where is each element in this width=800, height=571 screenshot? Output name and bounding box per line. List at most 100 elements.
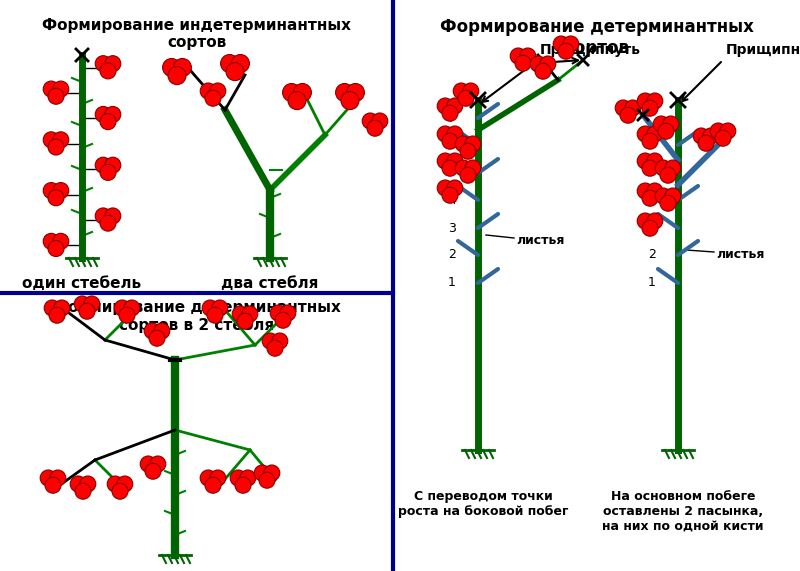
Circle shape <box>53 81 69 97</box>
Circle shape <box>638 93 654 109</box>
Circle shape <box>114 300 130 316</box>
Circle shape <box>226 63 244 81</box>
Circle shape <box>105 157 121 173</box>
Circle shape <box>341 91 359 110</box>
Circle shape <box>105 56 121 72</box>
Circle shape <box>48 240 64 256</box>
Circle shape <box>446 126 462 142</box>
Circle shape <box>460 143 476 159</box>
Circle shape <box>95 157 111 173</box>
Circle shape <box>702 128 718 144</box>
Circle shape <box>267 340 283 356</box>
Circle shape <box>275 312 291 328</box>
Circle shape <box>105 106 121 122</box>
Circle shape <box>100 114 116 130</box>
Circle shape <box>638 183 654 199</box>
Circle shape <box>540 56 556 72</box>
Circle shape <box>437 126 454 142</box>
Text: два стебля: два стебля <box>222 276 318 291</box>
Text: один стебель: один стебель <box>22 276 142 291</box>
Circle shape <box>107 476 123 492</box>
Circle shape <box>515 55 531 71</box>
Circle shape <box>119 307 135 323</box>
Circle shape <box>294 83 311 102</box>
Circle shape <box>465 160 481 176</box>
Circle shape <box>154 323 170 339</box>
Circle shape <box>625 100 641 116</box>
Circle shape <box>280 305 296 321</box>
Text: С переводом точки
роста на боковой побег: С переводом точки роста на боковой побег <box>398 490 568 518</box>
Circle shape <box>221 54 238 73</box>
Circle shape <box>646 183 662 199</box>
Text: 2: 2 <box>648 248 656 262</box>
Circle shape <box>54 300 70 316</box>
Circle shape <box>642 133 658 149</box>
Circle shape <box>465 136 481 152</box>
Text: Прищипнуть: Прищипнуть <box>726 43 800 57</box>
Circle shape <box>48 89 64 104</box>
Circle shape <box>282 83 301 102</box>
Circle shape <box>535 63 551 79</box>
Circle shape <box>638 153 654 169</box>
Text: Формирование детерминантных
сортов в 2 стебля: Формирование детерминантных сортов в 2 с… <box>53 300 341 333</box>
Circle shape <box>442 160 458 176</box>
Circle shape <box>642 160 658 176</box>
Text: 5: 5 <box>448 167 456 179</box>
Circle shape <box>53 183 69 199</box>
Circle shape <box>658 123 674 139</box>
Text: 4: 4 <box>648 194 656 207</box>
Circle shape <box>232 306 248 322</box>
Circle shape <box>70 476 86 492</box>
Circle shape <box>150 456 166 472</box>
Circle shape <box>346 83 364 102</box>
Circle shape <box>168 67 186 85</box>
Circle shape <box>84 296 100 312</box>
Circle shape <box>44 300 60 316</box>
Circle shape <box>715 130 731 146</box>
Circle shape <box>74 296 90 312</box>
Circle shape <box>212 300 228 316</box>
Circle shape <box>49 307 65 323</box>
Circle shape <box>45 477 61 493</box>
Circle shape <box>259 472 275 488</box>
Circle shape <box>79 303 95 319</box>
Circle shape <box>362 113 378 129</box>
Circle shape <box>510 48 526 64</box>
Circle shape <box>53 234 69 250</box>
Circle shape <box>254 465 270 481</box>
Circle shape <box>437 98 454 114</box>
Text: Формирование детерминантных
сортов: Формирование детерминантных сортов <box>440 18 754 57</box>
Circle shape <box>95 106 111 122</box>
Circle shape <box>207 307 223 323</box>
Circle shape <box>642 100 658 116</box>
Circle shape <box>145 463 161 479</box>
Circle shape <box>455 160 471 176</box>
Circle shape <box>112 483 128 499</box>
Circle shape <box>262 333 278 349</box>
Circle shape <box>446 98 462 114</box>
Circle shape <box>460 167 476 183</box>
Circle shape <box>210 83 226 99</box>
Circle shape <box>80 476 96 492</box>
Circle shape <box>693 128 710 144</box>
Text: 3: 3 <box>448 222 456 235</box>
Circle shape <box>231 54 250 73</box>
Circle shape <box>655 188 671 204</box>
Text: 1: 1 <box>648 276 656 289</box>
Circle shape <box>100 164 116 180</box>
Circle shape <box>95 208 111 224</box>
Text: 3: 3 <box>648 222 656 235</box>
Circle shape <box>455 136 471 152</box>
Circle shape <box>646 126 662 142</box>
Circle shape <box>270 305 286 321</box>
Circle shape <box>646 93 662 109</box>
Circle shape <box>43 81 59 97</box>
Circle shape <box>462 83 478 99</box>
Circle shape <box>646 213 662 229</box>
Circle shape <box>437 180 454 196</box>
Circle shape <box>638 126 654 142</box>
Circle shape <box>665 188 681 204</box>
Circle shape <box>562 36 578 52</box>
Circle shape <box>442 187 458 203</box>
Circle shape <box>446 180 462 196</box>
